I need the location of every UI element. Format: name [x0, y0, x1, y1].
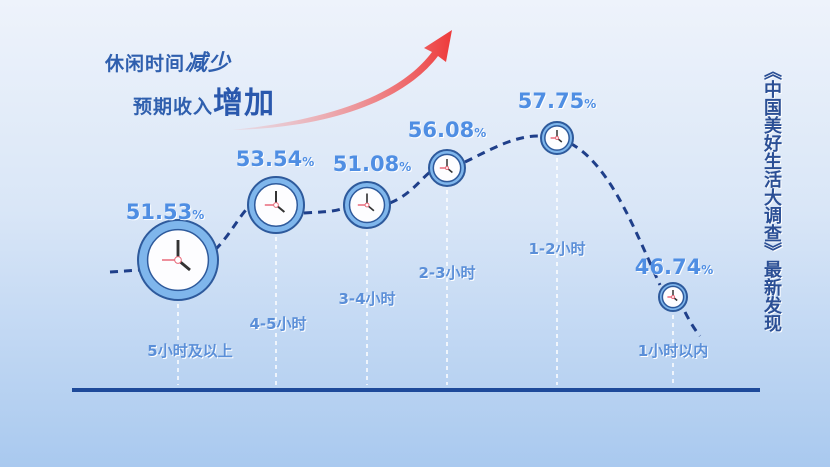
clock-icon: [247, 176, 305, 234]
category-label: 2-3小时: [418, 264, 476, 282]
data-label: 56.08%: [408, 118, 486, 142]
data-label: 51.08%: [333, 152, 411, 176]
unit: %: [701, 263, 714, 277]
trend-arrow: [232, 30, 452, 130]
data-label: 57.75%: [518, 89, 596, 113]
category-label: 5小时及以上: [147, 342, 233, 360]
data-value: 53.54: [235, 147, 303, 171]
data-value: 56.08: [407, 118, 475, 142]
unit: %: [584, 97, 597, 111]
headline-line1: 休闲时间减少: [105, 45, 231, 77]
category-label: 1-2小时: [528, 240, 586, 258]
category-label: 1小时以内: [637, 342, 709, 360]
data-value: 51.53: [125, 200, 193, 224]
clock-icon: [658, 282, 688, 312]
clock-icon: [428, 149, 466, 187]
data-value: 51.08: [332, 152, 400, 176]
data-label: 51.53%: [126, 200, 204, 224]
data-label: 46.74%: [635, 255, 713, 279]
series-line: [109, 134, 702, 337]
unit: %: [474, 126, 487, 140]
unit: %: [302, 155, 315, 169]
data-value: 57.75: [517, 89, 585, 113]
category-label: 3-4小时: [338, 290, 396, 308]
headline-text: 预期收入: [133, 96, 214, 118]
unit: %: [399, 160, 412, 174]
clock-icon: [137, 219, 219, 301]
headline-emphasis: 增加: [213, 86, 276, 121]
unit: %: [192, 208, 205, 222]
clock-icon: [540, 121, 574, 155]
clock-icon: [343, 181, 391, 229]
headline-emphasis: 减少: [185, 51, 232, 76]
headline-line2: 预期收入增加: [133, 78, 275, 122]
source-caption: 《中国美好生活大调查》最新发现: [761, 62, 782, 332]
headline-text: 休闲时间: [105, 53, 186, 75]
data-value: 46.74: [634, 255, 702, 279]
data-label: 53.54%: [236, 147, 314, 171]
category-label: 4-5小时: [249, 315, 307, 333]
